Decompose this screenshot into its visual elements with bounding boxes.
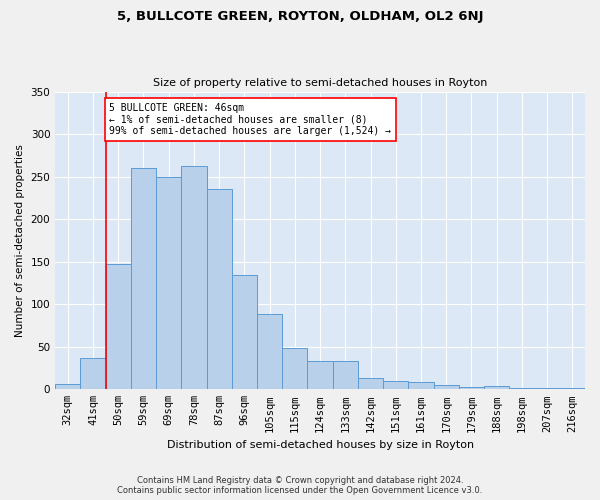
Bar [55, 384, 80, 390]
Text: 5, BULLCOTE GREEN, ROYTON, OLDHAM, OL2 6NJ: 5, BULLCOTE GREEN, ROYTON, OLDHAM, OL2 6… [117, 10, 483, 23]
Bar [383, 381, 409, 390]
Bar [307, 361, 332, 390]
X-axis label: Distribution of semi-detached houses by size in Royton: Distribution of semi-detached houses by … [167, 440, 473, 450]
Title: Size of property relative to semi-detached houses in Royton: Size of property relative to semi-detach… [153, 78, 487, 88]
Bar [409, 382, 434, 390]
Bar [560, 388, 585, 390]
Bar [206, 190, 232, 390]
Bar [332, 361, 358, 390]
Bar [358, 378, 383, 390]
Bar [484, 386, 509, 390]
Text: Contains HM Land Registry data © Crown copyright and database right 2024.
Contai: Contains HM Land Registry data © Crown c… [118, 476, 482, 495]
Bar [459, 387, 484, 390]
Bar [181, 166, 206, 390]
Bar [232, 276, 257, 390]
Bar [535, 388, 560, 390]
Bar [282, 348, 307, 390]
Bar [80, 358, 106, 390]
Bar [434, 385, 459, 390]
Bar [106, 264, 131, 390]
Bar [131, 168, 156, 390]
Bar [509, 388, 535, 390]
Y-axis label: Number of semi-detached properties: Number of semi-detached properties [15, 144, 25, 337]
Bar [156, 178, 181, 390]
Text: 5 BULLCOTE GREEN: 46sqm
← 1% of semi-detached houses are smaller (8)
99% of semi: 5 BULLCOTE GREEN: 46sqm ← 1% of semi-det… [109, 102, 391, 136]
Bar [257, 314, 282, 390]
